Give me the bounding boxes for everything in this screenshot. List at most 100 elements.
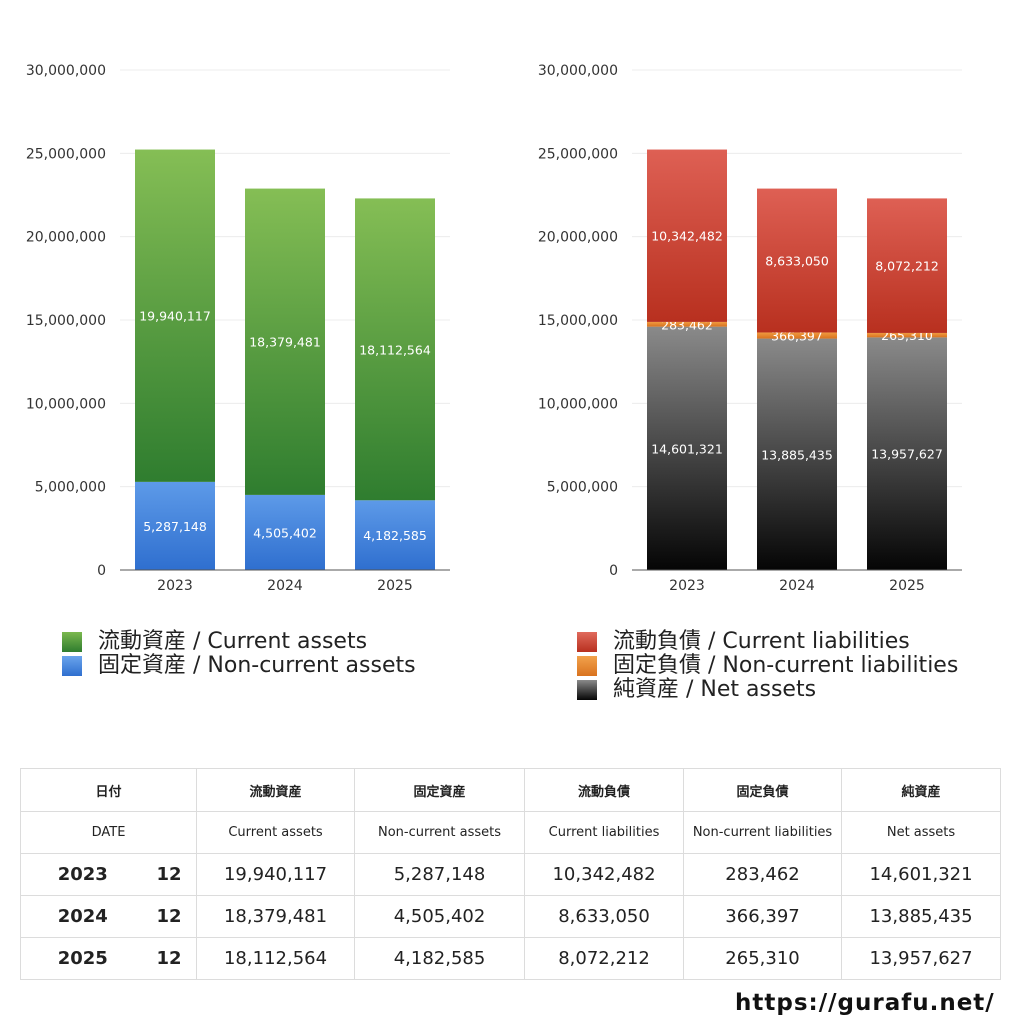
bar-value-label: 18,379,481 <box>249 335 321 350</box>
bar-value-label: 4,505,402 <box>253 525 317 540</box>
header-net-assets-jp: 純資産 <box>841 768 1002 812</box>
row-month: 12 <box>144 937 198 980</box>
legend-swatch-current-liabilities <box>577 632 597 652</box>
cell-current-liabilities: 8,633,050 <box>524 895 685 938</box>
legend-swatch-net-assets <box>577 680 597 700</box>
y-tick-label: 5,000,000 <box>35 480 106 496</box>
balance-table: 日付 流動資産 固定資産 流動負債 固定負債 純資産 DATE Current … <box>19 768 1002 980</box>
bar-segment <box>355 500 435 570</box>
legend-swatch-non-current-assets <box>62 656 82 676</box>
y-tick-label: 30,000,000 <box>26 63 106 79</box>
cell-non-current-liabilities: 265,310 <box>683 937 843 980</box>
bar-segment <box>867 198 947 333</box>
cell-non-current-assets: 5,287,148 <box>354 853 526 896</box>
y-tick-label: 20,000,000 <box>538 230 618 246</box>
y-tick-label: 15,000,000 <box>538 313 618 329</box>
bar-segment <box>135 481 215 570</box>
cell-non-current-assets: 4,505,402 <box>354 895 526 938</box>
legend-label-net-assets: 純資産 / Net assets <box>613 677 817 702</box>
header-current-assets-en: Current assets <box>196 811 356 854</box>
legend-label-current-assets: 流動資産 / Current assets <box>98 629 368 654</box>
y-tick-label: 0 <box>97 563 106 579</box>
header-date-en: DATE <box>19 811 198 854</box>
cell-current-liabilities: 10,342,482 <box>524 853 685 896</box>
legend-label-non-current-assets: 固定資産 / Non-current assets <box>98 653 416 678</box>
row-year: 2025 <box>20 937 145 980</box>
x-tick-label: 2025 <box>889 578 925 594</box>
header-current-liabilities-jp: 流動負債 <box>524 768 685 812</box>
header-non-current-liabilities-en: Non-current liabilities <box>683 811 843 854</box>
x-tick-label: 2024 <box>779 578 815 594</box>
cell-net-assets: 14,601,321 <box>841 853 1002 896</box>
x-tick-label: 2025 <box>377 578 413 594</box>
legend-label-non-current-liabilities: 固定負債 / Non-current liabilities <box>613 653 959 678</box>
x-tick-label: 2024 <box>267 578 303 594</box>
bar-value-label: 13,957,627 <box>871 447 943 462</box>
bar-segment <box>867 337 947 570</box>
cell-net-assets: 13,957,627 <box>841 937 1002 980</box>
legend-label-current-liabilities: 流動負債 / Current liabilities <box>613 629 910 654</box>
bar-segment <box>757 332 837 339</box>
y-tick-label: 5,000,000 <box>547 480 618 496</box>
bar-segment <box>135 149 215 482</box>
x-tick-label: 2023 <box>669 578 705 594</box>
y-tick-label: 25,000,000 <box>26 146 106 162</box>
bar-value-label: 13,885,435 <box>761 447 833 462</box>
bar-segment <box>757 188 837 333</box>
legend-item-net-assets: 純資産 / Net assets <box>577 678 958 702</box>
cell-current-assets: 18,112,564 <box>196 937 356 980</box>
bar-value-label: 5,287,148 <box>143 519 207 534</box>
header-non-current-assets-jp: 固定資産 <box>354 768 526 812</box>
legend-item-non-current-liabilities: 固定負債 / Non-current liabilities <box>577 654 958 678</box>
x-tick-label: 2023 <box>157 578 193 594</box>
bar-value-label: 19,940,117 <box>139 309 211 324</box>
bar-segment <box>355 198 435 501</box>
bar-value-label: 8,072,212 <box>875 259 939 274</box>
liabilities-legend: 流動負債 / Current liabilities 固定負債 / Non-cu… <box>577 630 958 702</box>
legend-swatch-current-assets <box>62 632 82 652</box>
legend-item-current-liabilities: 流動負債 / Current liabilities <box>577 630 958 654</box>
bar-value-label: 10,342,482 <box>651 229 723 244</box>
table-row: 2025 12 18,112,564 4,182,585 8,072,212 2… <box>20 937 1002 980</box>
table-row: 2024 12 18,379,481 4,505,402 8,633,050 3… <box>20 895 1002 938</box>
bar-segment <box>647 149 727 322</box>
table-row: 2023 12 19,940,117 5,287,148 10,342,482 … <box>20 853 1002 896</box>
assets-chart: 0 5,000,000 10,000,000 15,000,000 20,000,000… <box>26 63 450 594</box>
cell-current-assets: 19,940,117 <box>196 853 356 896</box>
y-tick-label: 10,000,000 <box>538 396 618 412</box>
header-non-current-assets-en: Non-current assets <box>354 811 526 854</box>
bar-segment <box>647 326 727 570</box>
table-header-jp: 日付 流動資産 固定資産 流動負債 固定負債 純資産 <box>19 768 1002 812</box>
y-tick-label: 25,000,000 <box>538 146 618 162</box>
cell-current-liabilities: 8,072,212 <box>524 937 685 980</box>
bar-value-label: 14,601,321 <box>651 441 723 456</box>
legend-swatch-non-current-liabilities <box>577 656 597 676</box>
bar-segment <box>647 321 727 327</box>
cell-net-assets: 13,885,435 <box>841 895 1002 938</box>
site-url[interactable]: https://gurafu.net/ <box>735 990 995 1016</box>
y-tick-label: 0 <box>609 563 618 579</box>
bar-segment <box>867 332 947 338</box>
y-tick-label: 15,000,000 <box>26 313 106 329</box>
y-tick-label: 10,000,000 <box>26 396 106 412</box>
liabilities-chart: 0 5,000,000 10,000,000 15,000,000 20,000,000… <box>538 63 962 594</box>
bar-value-label: 4,182,585 <box>363 528 427 543</box>
y-tick-label: 30,000,000 <box>538 63 618 79</box>
bar-segment <box>757 338 837 570</box>
row-month: 12 <box>144 853 198 896</box>
header-net-assets-en: Net assets <box>841 811 1002 854</box>
cell-non-current-liabilities: 283,462 <box>683 853 843 896</box>
header-non-current-liabilities-jp: 固定負債 <box>683 768 843 812</box>
row-month: 12 <box>144 895 198 938</box>
header-current-liabilities-en: Current liabilities <box>524 811 685 854</box>
bar-value-label: 18,112,564 <box>359 342 431 357</box>
row-year: 2024 <box>20 895 145 938</box>
y-tick-label: 20,000,000 <box>26 230 106 246</box>
table-header-en: DATE Current assets Non-current assets C… <box>19 811 1002 854</box>
cell-current-assets: 18,379,481 <box>196 895 356 938</box>
bar-segment <box>245 188 325 495</box>
cell-non-current-liabilities: 366,397 <box>683 895 843 938</box>
header-date-jp: 日付 <box>19 768 198 812</box>
legend-item-non-current-assets: 固定資産 / Non-current assets <box>62 654 416 678</box>
legend-item-current-assets: 流動資産 / Current assets <box>62 630 416 654</box>
